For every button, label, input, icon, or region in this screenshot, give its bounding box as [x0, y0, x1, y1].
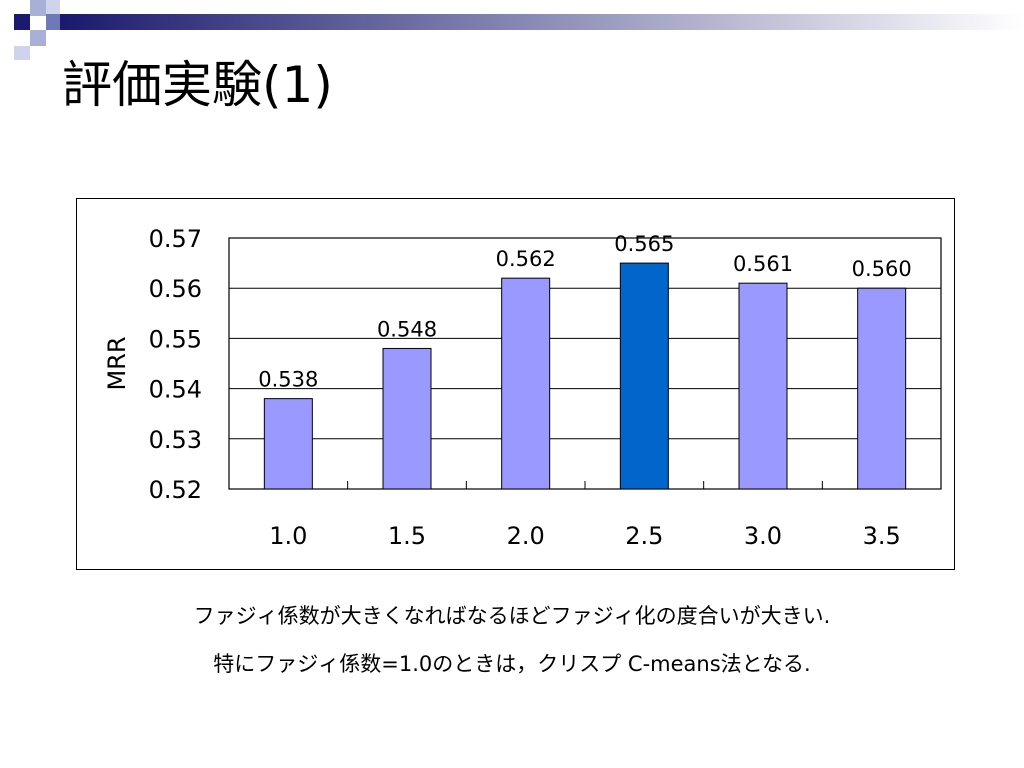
y-tick-label: 0.57: [149, 225, 202, 253]
data-label: 0.560: [852, 257, 912, 281]
y-tick-label: 0.53: [149, 426, 202, 454]
bar: [382, 347, 432, 490]
deco-square: [30, 0, 46, 16]
caption-line-1: ファジィ係数が大きくなればなるほどファジィ化の度合いが大きい.: [193, 604, 831, 628]
bar: [857, 287, 907, 490]
deco-square: [46, 14, 60, 30]
bar: [263, 398, 313, 490]
y-tick-label: 0.55: [149, 325, 202, 353]
y-tick-label: 0.52: [149, 476, 202, 504]
header-gradient-bar: [60, 14, 1024, 30]
y-tick-label: 0.54: [149, 376, 202, 404]
data-label: 0.548: [377, 317, 437, 341]
data-label: 0.565: [614, 232, 674, 256]
x-tick-label: 1.0: [269, 522, 307, 550]
deco-square: [30, 30, 46, 46]
bar-chart: 0.52 0.53 0.54 0.55 0.56 0.57 MRR 0.538 1.0 0.548…: [103, 225, 942, 550]
y-tick-label: 0.56: [149, 275, 202, 303]
bar: [619, 262, 669, 490]
bar: [738, 282, 788, 490]
bar: [501, 277, 551, 490]
chart-frame: 0.52 0.53 0.54 0.55 0.56 0.57 MRR 0.538 1.0 0.548…: [76, 198, 955, 570]
deco-square: [14, 46, 30, 60]
data-label: 0.538: [258, 368, 318, 392]
data-label: 0.562: [496, 247, 556, 271]
data-label: 0.561: [733, 252, 793, 276]
x-tick-label: 1.5: [388, 522, 426, 550]
slide-title: 評価実験(1): [62, 56, 333, 114]
x-tick-label: 2.0: [507, 522, 545, 550]
header-decoration: [14, 0, 1024, 60]
plot-area: [228, 237, 942, 490]
x-tick-label: 3.5: [863, 522, 901, 550]
deco-square: [46, 0, 60, 14]
x-tick-label: 3.0: [744, 522, 782, 550]
x-tick-label: 2.5: [625, 522, 663, 550]
y-axis-label: MRR: [103, 336, 131, 390]
caption-line-2: 特にファジィ係数=1.0のときは，クリスプ C-means法となる.: [213, 652, 811, 676]
deco-square: [14, 14, 30, 30]
